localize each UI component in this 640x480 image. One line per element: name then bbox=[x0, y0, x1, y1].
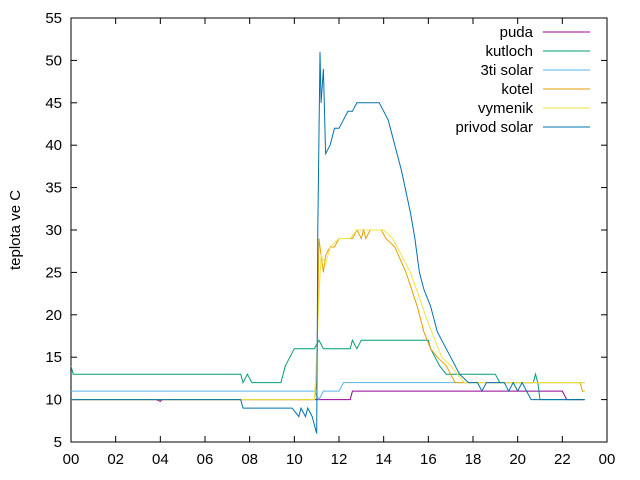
x-axis-ticks: 00 02 04 06 08 10 12 14 16 18 20 22 00 bbox=[63, 18, 616, 468]
y-tick-label: 10 bbox=[45, 392, 62, 409]
series-line-vymenik bbox=[71, 229, 585, 401]
series-lines bbox=[70, 51, 585, 434]
legend: puda kutloch 3ti solar kotel vymenik privod s… bbox=[455, 24, 590, 136]
y-axis-label: teplota ve C bbox=[7, 190, 24, 270]
y-axis-ticks: 5 10 15 20 25 30 35 40 45 50 55 bbox=[45, 10, 607, 451]
legend-label: privod solar bbox=[455, 119, 533, 136]
y-tick-label: 40 bbox=[45, 137, 62, 154]
y-tick-label: 35 bbox=[45, 180, 62, 197]
y-tick-label: 5 bbox=[54, 434, 62, 451]
y-tick-label: 20 bbox=[45, 307, 62, 324]
x-tick-label: 14 bbox=[375, 451, 392, 468]
x-tick-label: 12 bbox=[331, 451, 348, 468]
x-tick-label: 08 bbox=[241, 451, 258, 468]
legend-label: vymenik bbox=[478, 100, 534, 117]
y-tick-label: 50 bbox=[45, 52, 62, 69]
legend-label: puda bbox=[500, 24, 534, 41]
x-tick-label: 00 bbox=[599, 451, 616, 468]
x-tick-label: 20 bbox=[509, 451, 526, 468]
legend-label: kutloch bbox=[485, 43, 533, 60]
series-line-privod-solar bbox=[71, 51, 585, 434]
x-tick-label: 22 bbox=[554, 451, 571, 468]
series-line-kotel bbox=[71, 228, 585, 401]
legend-label: kotel bbox=[501, 81, 533, 98]
y-tick-label: 45 bbox=[45, 95, 62, 112]
y-tick-label: 25 bbox=[45, 264, 62, 281]
x-tick-label: 10 bbox=[286, 451, 303, 468]
x-tick-label: 04 bbox=[152, 451, 169, 468]
x-tick-label: 18 bbox=[465, 451, 482, 468]
legend-label: 3ti solar bbox=[480, 62, 533, 79]
series-line-puda bbox=[71, 390, 585, 402]
x-tick-label: 02 bbox=[107, 451, 124, 468]
y-tick-label: 30 bbox=[45, 222, 62, 239]
x-tick-label: 06 bbox=[197, 451, 214, 468]
y-tick-label: 15 bbox=[45, 349, 62, 366]
y-tick-label: 55 bbox=[45, 10, 62, 27]
x-tick-label: 16 bbox=[420, 451, 437, 468]
x-tick-label: 00 bbox=[63, 451, 80, 468]
